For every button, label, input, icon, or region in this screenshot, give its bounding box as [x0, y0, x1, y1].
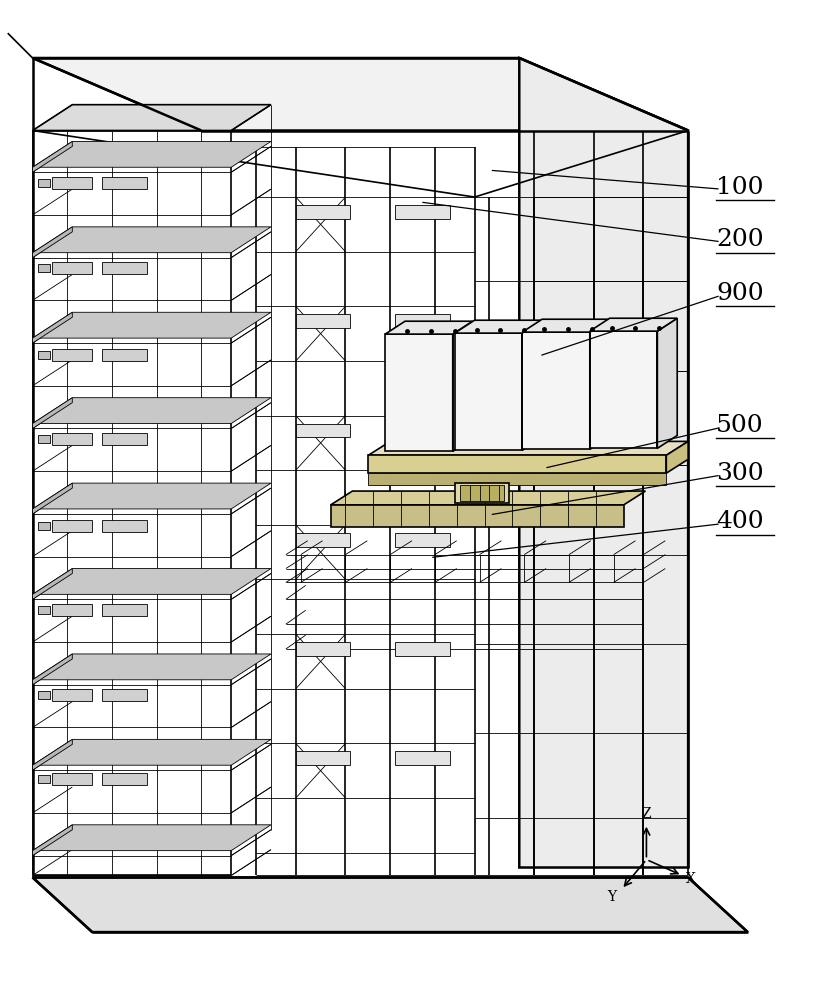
Polygon shape — [455, 483, 510, 503]
Polygon shape — [52, 433, 93, 445]
Polygon shape — [102, 349, 147, 361]
Polygon shape — [32, 825, 73, 856]
Text: 200: 200 — [716, 228, 763, 251]
Polygon shape — [395, 205, 449, 219]
Polygon shape — [52, 177, 93, 189]
Polygon shape — [32, 141, 271, 167]
Polygon shape — [32, 569, 271, 594]
Polygon shape — [330, 505, 624, 527]
Polygon shape — [37, 264, 50, 272]
Text: 500: 500 — [716, 414, 763, 437]
Polygon shape — [395, 533, 449, 547]
Polygon shape — [32, 739, 73, 770]
Polygon shape — [455, 320, 542, 333]
Polygon shape — [395, 751, 449, 765]
Polygon shape — [32, 312, 271, 338]
Polygon shape — [32, 141, 73, 172]
Polygon shape — [37, 435, 50, 443]
Polygon shape — [395, 642, 449, 656]
Polygon shape — [32, 227, 73, 258]
Text: 300: 300 — [716, 462, 763, 485]
Polygon shape — [32, 227, 271, 253]
Text: X: X — [686, 872, 696, 886]
Polygon shape — [32, 483, 271, 509]
Polygon shape — [296, 533, 350, 547]
Polygon shape — [102, 773, 147, 785]
Polygon shape — [32, 398, 271, 424]
Polygon shape — [32, 739, 271, 765]
Text: Y: Y — [607, 890, 616, 904]
Polygon shape — [37, 691, 50, 699]
Polygon shape — [52, 520, 93, 532]
Polygon shape — [37, 775, 50, 783]
Polygon shape — [32, 105, 271, 131]
Polygon shape — [32, 825, 271, 851]
Polygon shape — [32, 569, 73, 599]
Polygon shape — [32, 398, 73, 428]
Polygon shape — [32, 312, 73, 343]
Text: 900: 900 — [716, 282, 763, 305]
Polygon shape — [37, 522, 50, 530]
Polygon shape — [296, 751, 350, 765]
Text: 100: 100 — [716, 176, 763, 199]
Polygon shape — [667, 441, 688, 473]
Polygon shape — [385, 334, 453, 451]
Polygon shape — [32, 877, 748, 932]
Polygon shape — [102, 604, 147, 616]
Polygon shape — [590, 318, 677, 331]
Polygon shape — [296, 424, 350, 437]
Polygon shape — [32, 654, 73, 685]
Polygon shape — [522, 332, 590, 449]
Polygon shape — [590, 331, 657, 448]
Polygon shape — [395, 424, 449, 437]
Polygon shape — [460, 485, 505, 501]
Polygon shape — [37, 351, 50, 359]
Polygon shape — [52, 604, 93, 616]
Polygon shape — [520, 58, 688, 868]
Text: Z: Z — [642, 807, 651, 821]
Polygon shape — [32, 654, 271, 680]
Polygon shape — [32, 483, 73, 514]
Polygon shape — [296, 205, 350, 219]
Polygon shape — [102, 262, 147, 274]
Polygon shape — [590, 319, 610, 449]
Polygon shape — [395, 314, 449, 328]
Polygon shape — [296, 314, 350, 328]
Polygon shape — [657, 318, 677, 448]
Polygon shape — [102, 177, 147, 189]
Polygon shape — [52, 689, 93, 701]
Polygon shape — [522, 320, 542, 450]
Polygon shape — [52, 773, 93, 785]
Polygon shape — [368, 441, 688, 455]
Polygon shape — [52, 262, 93, 274]
Polygon shape — [330, 491, 645, 505]
Polygon shape — [455, 333, 522, 450]
Polygon shape — [102, 520, 147, 532]
Polygon shape — [368, 455, 667, 473]
Polygon shape — [453, 321, 472, 451]
Polygon shape — [522, 319, 610, 332]
Polygon shape — [385, 321, 472, 334]
Text: 400: 400 — [716, 510, 763, 533]
Polygon shape — [102, 689, 147, 701]
Polygon shape — [32, 58, 688, 131]
Polygon shape — [52, 349, 93, 361]
Polygon shape — [102, 433, 147, 445]
Polygon shape — [368, 473, 667, 485]
Polygon shape — [37, 179, 50, 187]
Polygon shape — [37, 606, 50, 614]
Polygon shape — [296, 642, 350, 656]
